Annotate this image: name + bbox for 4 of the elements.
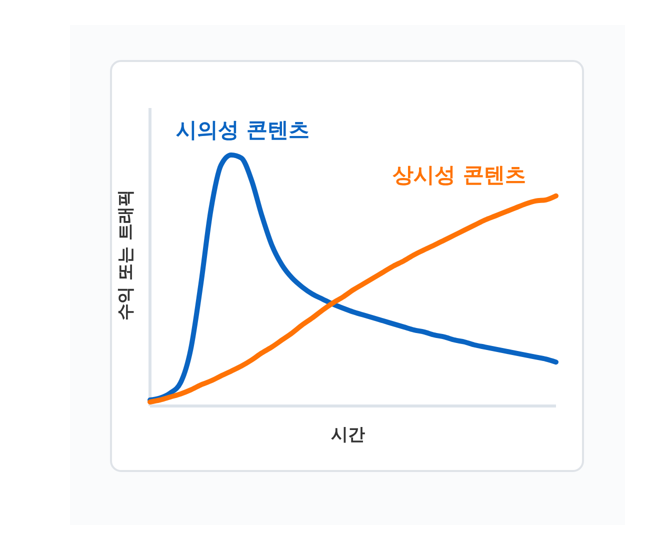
x-axis-title: 시간	[331, 425, 365, 445]
series-label: 상시성 콘텐츠	[392, 162, 526, 187]
series-label: 시의성 콘텐츠	[176, 118, 310, 142]
y-axis-title: 수익 또는 트래픽	[116, 190, 136, 320]
